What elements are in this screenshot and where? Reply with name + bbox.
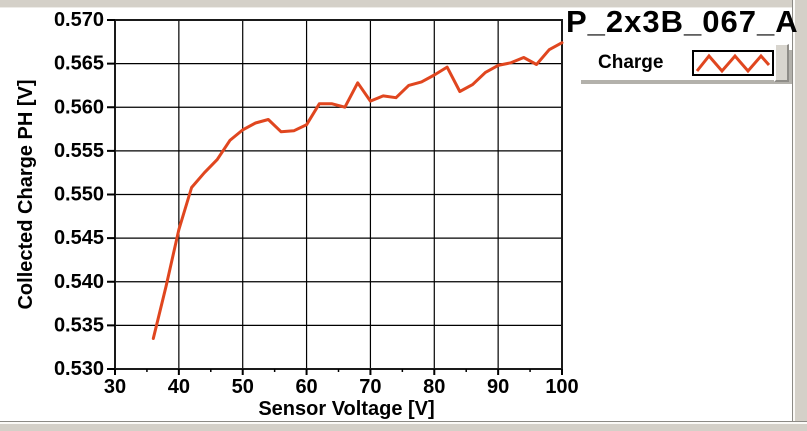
x-tick-label: 90 [487, 376, 509, 398]
y-tick-label: 0.535 [54, 314, 104, 336]
legend-plot-name[interactable]: Charge [598, 52, 664, 73]
x-tick-label: 100 [545, 376, 578, 398]
x-tick-label: 40 [168, 376, 190, 398]
y-tick-label: 0.560 [54, 96, 104, 118]
y-axis-title: Collected Charge PH [V] [15, 79, 37, 309]
graph-title: P_2x3B_067_A [566, 4, 799, 39]
panel-edge-right [792, 0, 807, 431]
panel-edge-bottom [0, 421, 807, 431]
y-tick-label: 0.565 [54, 53, 104, 75]
x-tick-label: 50 [232, 376, 254, 398]
zigzag-line-icon [695, 53, 771, 74]
y-tick-label: 0.570 [54, 9, 104, 31]
y-tick-label: 0.550 [54, 184, 104, 206]
y-tick-label: 0.545 [54, 227, 104, 249]
y-tick-label: 0.540 [54, 271, 104, 293]
y-tick-label: 0.555 [54, 140, 104, 162]
plot-line-charge [151, 41, 564, 340]
x-tick-label: 70 [359, 376, 381, 398]
panel-edge-top [0, 0, 807, 8]
x-tick-label: 30 [104, 376, 126, 398]
legend-grip[interactable] [774, 44, 789, 82]
x-tick-label: 60 [295, 376, 317, 398]
x-axis-title: Sensor Voltage [V] [258, 398, 434, 420]
legend-line-sample-icon[interactable] [692, 50, 774, 76]
x-tick-label: 80 [423, 376, 445, 398]
y-tick-label: 0.530 [54, 358, 104, 380]
plot-legend[interactable]: Charge [578, 44, 789, 82]
